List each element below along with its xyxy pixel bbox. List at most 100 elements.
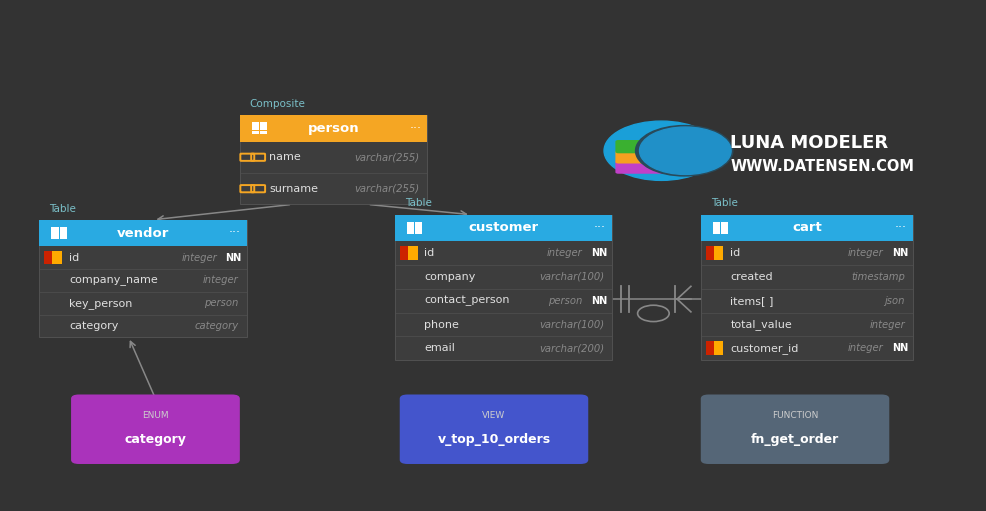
FancyBboxPatch shape (720, 222, 728, 225)
Text: name: name (269, 152, 301, 162)
Text: NN: NN (226, 252, 242, 263)
FancyBboxPatch shape (260, 131, 267, 134)
Text: VIEW: VIEW (482, 411, 505, 420)
FancyBboxPatch shape (615, 150, 706, 164)
FancyBboxPatch shape (705, 246, 723, 260)
Text: integer: integer (546, 248, 582, 258)
FancyBboxPatch shape (52, 251, 62, 264)
Circle shape (639, 127, 731, 174)
Text: category: category (124, 433, 186, 446)
Text: category: category (194, 321, 239, 331)
Circle shape (603, 121, 718, 180)
FancyBboxPatch shape (700, 394, 888, 464)
Text: category: category (69, 321, 118, 331)
Text: person: person (547, 296, 582, 306)
Text: integer: integer (847, 248, 882, 258)
FancyBboxPatch shape (240, 115, 427, 142)
Text: ···: ··· (409, 122, 421, 135)
Text: WWW.DATENSEN.COM: WWW.DATENSEN.COM (730, 158, 913, 174)
FancyBboxPatch shape (394, 215, 611, 360)
Text: key_person: key_person (69, 298, 132, 309)
FancyBboxPatch shape (260, 126, 267, 130)
FancyBboxPatch shape (415, 226, 422, 230)
Text: id: id (730, 248, 740, 258)
Text: phone: phone (424, 319, 458, 330)
Text: company_name: company_name (69, 275, 158, 286)
Text: LUNA MODELER: LUNA MODELER (730, 134, 887, 152)
FancyBboxPatch shape (399, 246, 417, 260)
FancyBboxPatch shape (700, 215, 912, 241)
Text: id: id (69, 252, 79, 263)
Text: timestamp: timestamp (850, 272, 904, 282)
Text: vendor: vendor (116, 226, 170, 240)
Text: customer_id: customer_id (730, 343, 798, 354)
FancyBboxPatch shape (415, 222, 422, 225)
FancyBboxPatch shape (394, 215, 611, 241)
Text: ···: ··· (894, 221, 906, 235)
FancyBboxPatch shape (700, 215, 912, 360)
Text: integer: integer (869, 319, 904, 330)
Text: FUNCTION: FUNCTION (771, 411, 817, 420)
Text: integer: integer (181, 252, 217, 263)
Text: person: person (204, 298, 239, 308)
FancyBboxPatch shape (51, 227, 58, 230)
Text: Table: Table (404, 198, 431, 208)
FancyBboxPatch shape (240, 115, 427, 204)
Text: Table: Table (710, 198, 737, 208)
FancyBboxPatch shape (615, 140, 706, 153)
FancyBboxPatch shape (712, 230, 719, 234)
FancyBboxPatch shape (51, 236, 58, 239)
Text: items[ ]: items[ ] (730, 296, 773, 306)
Text: id: id (424, 248, 434, 258)
FancyBboxPatch shape (260, 122, 267, 126)
FancyBboxPatch shape (59, 227, 67, 230)
FancyBboxPatch shape (712, 222, 719, 225)
Text: varchar(200): varchar(200) (538, 343, 603, 353)
Text: contact_person: contact_person (424, 295, 510, 306)
Text: varchar(255): varchar(255) (354, 183, 419, 194)
FancyBboxPatch shape (720, 226, 728, 230)
FancyBboxPatch shape (51, 231, 58, 235)
FancyBboxPatch shape (44, 251, 62, 264)
Text: NN: NN (591, 296, 606, 306)
Text: varchar(100): varchar(100) (538, 272, 603, 282)
FancyBboxPatch shape (713, 341, 723, 355)
Text: varchar(255): varchar(255) (354, 152, 419, 162)
FancyBboxPatch shape (406, 226, 414, 230)
FancyBboxPatch shape (406, 222, 414, 225)
FancyBboxPatch shape (720, 230, 728, 234)
FancyBboxPatch shape (39, 220, 246, 337)
FancyBboxPatch shape (251, 122, 258, 126)
FancyBboxPatch shape (251, 131, 258, 134)
Circle shape (635, 126, 732, 176)
Text: v_top_10_orders: v_top_10_orders (437, 433, 550, 446)
FancyBboxPatch shape (407, 246, 417, 260)
Text: company: company (424, 272, 475, 282)
Text: varchar(100): varchar(100) (538, 319, 603, 330)
Text: ···: ··· (229, 226, 241, 240)
Text: integer: integer (203, 275, 239, 286)
Text: NN: NN (891, 343, 907, 353)
FancyBboxPatch shape (615, 160, 706, 174)
Text: NN: NN (891, 248, 907, 258)
Text: fn_get_order: fn_get_order (750, 433, 838, 446)
Text: total_value: total_value (730, 319, 792, 330)
Text: ···: ··· (594, 221, 605, 235)
Text: Table: Table (49, 203, 76, 214)
FancyBboxPatch shape (705, 341, 723, 355)
FancyBboxPatch shape (251, 126, 258, 130)
Text: Composite: Composite (249, 99, 306, 109)
FancyBboxPatch shape (399, 394, 588, 464)
FancyBboxPatch shape (415, 230, 422, 234)
FancyBboxPatch shape (39, 220, 246, 246)
Text: cart: cart (791, 221, 821, 235)
Text: ENUM: ENUM (142, 411, 169, 420)
Text: NN: NN (591, 248, 606, 258)
Text: created: created (730, 272, 772, 282)
Text: json: json (883, 296, 904, 306)
Text: surname: surname (269, 183, 318, 194)
Text: person: person (308, 122, 359, 135)
FancyBboxPatch shape (713, 246, 723, 260)
FancyBboxPatch shape (59, 231, 67, 235)
Text: customer: customer (467, 221, 538, 235)
